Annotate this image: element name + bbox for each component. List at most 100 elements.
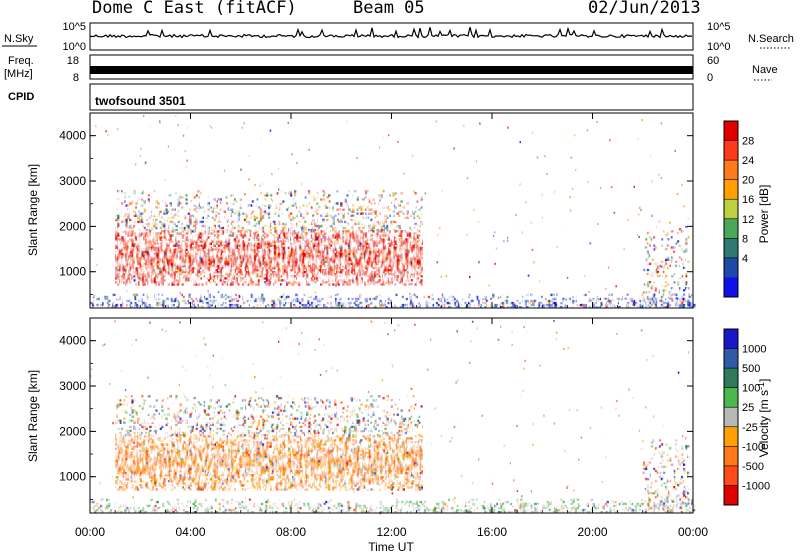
echo-cell: [215, 246, 218, 249]
echo-cell: [159, 258, 162, 262]
echo-cell: [157, 254, 160, 258]
echo-cell: [263, 248, 267, 251]
echo-cell: [358, 250, 361, 253]
echo-cell: [380, 264, 383, 268]
echo-cell: [105, 130, 107, 133]
echo-cell: [233, 281, 237, 284]
echo-cell: [382, 279, 385, 282]
echo-cell: [206, 306, 209, 309]
echo-cell: [378, 234, 381, 237]
echo-cell: [189, 258, 192, 262]
echo-cell: [155, 256, 158, 260]
echo-cell: [275, 230, 279, 233]
echo-cell: [177, 273, 180, 276]
echo-cell: [332, 260, 335, 264]
echo-cell: [330, 248, 333, 251]
echo-cell: [358, 275, 361, 278]
echo-cell: [123, 250, 126, 253]
echo-cell: [604, 301, 607, 305]
echo-cell: [183, 226, 186, 230]
echo-cell: [335, 293, 338, 297]
echo-cell: [360, 264, 363, 268]
echo-cell: [131, 271, 134, 274]
echo-cell: [207, 226, 210, 230]
echo-cell: [128, 299, 131, 303]
echo-cell: [294, 254, 297, 258]
echo-cell: [229, 231, 232, 234]
echo-cell: [256, 297, 260, 301]
echo-cell: [259, 260, 263, 264]
echo-cell: [137, 210, 140, 213]
echo-cell: [191, 242, 194, 245]
echo-cell: [147, 232, 150, 235]
echo-cell: [117, 242, 120, 245]
echo-cell: [340, 254, 343, 258]
echo-cell: [374, 254, 377, 258]
echo-cell: [261, 204, 265, 207]
echo-cell: [656, 301, 660, 305]
echo-cell: [596, 120, 598, 124]
echo-cell: [648, 262, 652, 266]
echo-cell: [310, 240, 313, 243]
echo-cell: [126, 303, 129, 307]
echo-cell: [187, 244, 190, 247]
echo-cell: [346, 252, 349, 256]
echo-cell: [348, 240, 351, 243]
echo-cell: [241, 262, 245, 266]
echo-cell: [129, 244, 132, 247]
echo-cell: [390, 222, 393, 226]
echo-cell: [155, 267, 158, 270]
echo-cell: [257, 269, 261, 272]
echo-cell: [323, 306, 326, 309]
echo-cell: [143, 267, 146, 270]
echo-cell: [173, 269, 176, 272]
echo-cell: [237, 254, 241, 258]
echo-cell: [165, 244, 168, 247]
echo-cell: [316, 242, 319, 245]
echo-cell: [238, 303, 242, 307]
echo-cell: [267, 275, 271, 278]
echo-cell: [372, 283, 375, 286]
echo-cell: [390, 242, 393, 245]
echo-cell: [193, 271, 196, 274]
echo-cell: [341, 301, 344, 305]
echo-cell: [269, 252, 273, 256]
echo-cell: [129, 281, 132, 284]
echo-cell: [536, 156, 539, 159]
echo-cell: [104, 297, 107, 301]
echo-cell: [245, 283, 249, 286]
echo-cell: [179, 277, 182, 280]
echo-cell: [420, 269, 423, 272]
echo-cell: [463, 301, 467, 305]
echo-cell: [350, 214, 353, 217]
echo-cell: [410, 262, 413, 266]
echo-cell: [241, 246, 245, 249]
echo-cell: [294, 281, 297, 284]
echo-cell: [348, 283, 351, 286]
echo-cell: [261, 277, 265, 280]
echo-cell: [404, 279, 407, 282]
echo-cell: [286, 240, 289, 243]
echo-cell: [300, 244, 303, 247]
echo-cell: [550, 299, 553, 303]
echo-cell: [251, 246, 255, 249]
echo-cell: [245, 252, 249, 256]
echo-cell: [219, 240, 222, 243]
echo-cell: [383, 302, 386, 305]
echo-cell: [348, 190, 351, 193]
echo-cell: [320, 214, 323, 217]
echo-cell: [306, 258, 309, 262]
echo-cell: [644, 301, 648, 305]
echo-cell: [284, 264, 287, 268]
echo-cell: [630, 299, 634, 303]
echo-cell: [196, 299, 199, 303]
echo-cell: [261, 260, 265, 264]
echo-cell: [324, 250, 327, 253]
echo-cell: [153, 269, 156, 272]
echo-cell: [314, 250, 317, 253]
echo-cell: [261, 238, 265, 241]
echo-cell: [348, 254, 351, 258]
echo-cell: [249, 244, 253, 247]
echo-cell: [322, 271, 325, 274]
